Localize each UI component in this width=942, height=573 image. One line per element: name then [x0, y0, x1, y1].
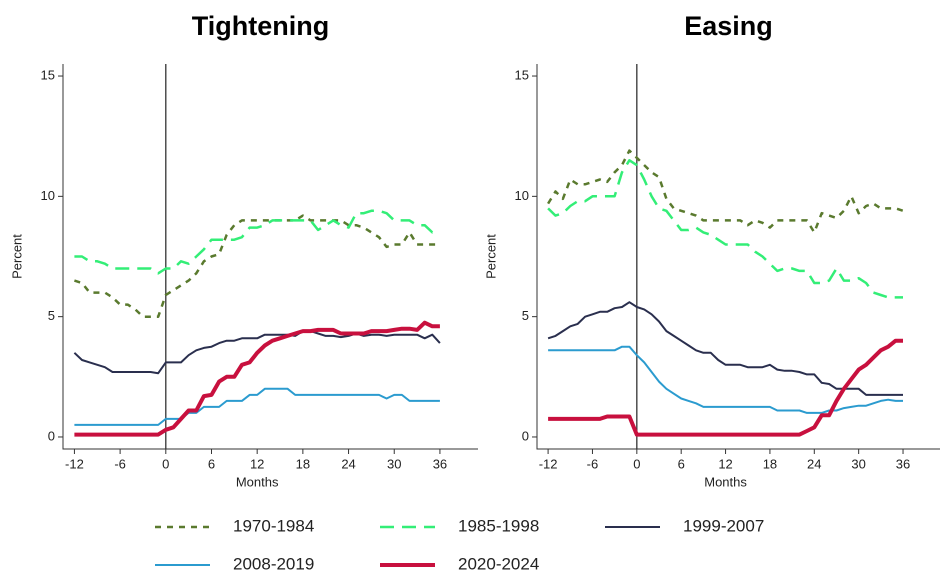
series-line — [74, 214, 440, 318]
series-line — [547, 149, 904, 234]
x-tick-label: 24 — [807, 456, 821, 471]
series-line — [73, 330, 441, 375]
axis-frame — [536, 64, 940, 450]
y-axis-label: Percent — [9, 234, 24, 279]
legend-label: 2020-2024 — [458, 554, 539, 573]
x-axis-label: Months — [236, 474, 279, 489]
series-line — [74, 209, 441, 275]
x-tick-label: 12 — [250, 456, 264, 471]
y-tick-label: 15 — [41, 67, 55, 82]
series-line — [547, 159, 903, 299]
series-line — [548, 345, 903, 414]
panel-title: Tightening — [192, 11, 329, 41]
series-line — [74, 320, 440, 437]
x-tick-label: 18 — [763, 456, 777, 471]
y-tick-label: 0 — [48, 428, 55, 443]
legend-label: 1985-1998 — [458, 516, 539, 535]
series-line — [548, 338, 903, 437]
x-tick-label: -6 — [587, 456, 599, 471]
x-tick-label: 36 — [433, 456, 447, 471]
x-tick-label: 6 — [208, 456, 215, 471]
legend-label: 1999-2007 — [683, 516, 764, 535]
y-tick-label: 10 — [515, 188, 529, 203]
x-tick-label: -12 — [65, 456, 84, 471]
x-tick-label: 0 — [162, 456, 169, 471]
legend-label: 2008-2019 — [233, 554, 314, 573]
x-tick-label: 36 — [896, 456, 910, 471]
y-tick-label: 5 — [522, 308, 529, 323]
axis-frame — [62, 64, 478, 450]
series-line — [74, 387, 440, 426]
y-tick-label: 0 — [522, 428, 529, 443]
y-tick-label: 15 — [515, 67, 529, 82]
x-axis-label: Months — [704, 474, 747, 489]
x-tick-label: 18 — [296, 456, 310, 471]
x-tick-label: 30 — [387, 456, 401, 471]
y-axis-label: Percent — [483, 234, 498, 279]
x-tick-label: 30 — [851, 456, 865, 471]
x-tick-label: 24 — [341, 456, 355, 471]
legend-label: 1970-1984 — [233, 516, 314, 535]
x-tick-label: 12 — [718, 456, 732, 471]
x-tick-label: -12 — [539, 456, 558, 471]
x-tick-label: 0 — [633, 456, 640, 471]
x-tick-label: 6 — [678, 456, 685, 471]
y-tick-label: 10 — [41, 188, 55, 203]
y-tick-label: 5 — [48, 308, 55, 323]
x-tick-label: -6 — [114, 456, 126, 471]
panel-title: Easing — [684, 11, 773, 41]
